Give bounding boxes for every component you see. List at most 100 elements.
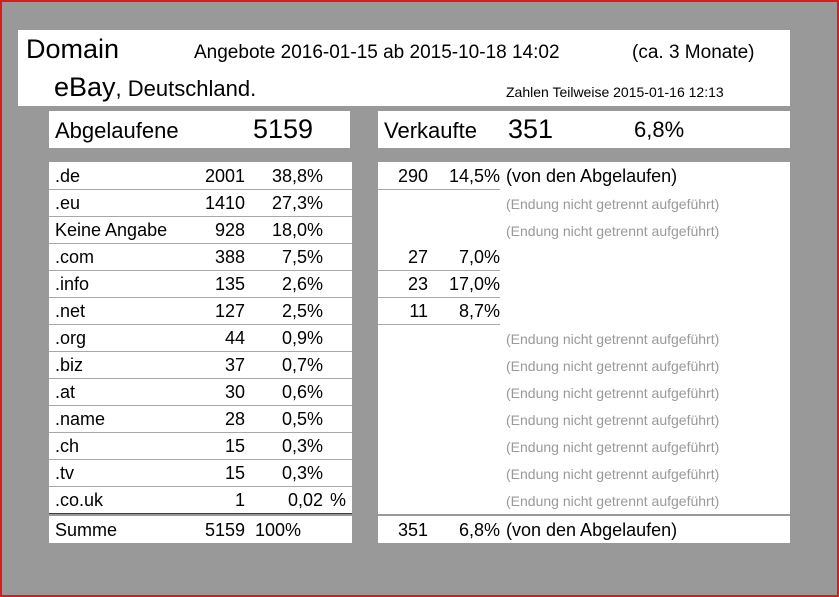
tld-count: 30 bbox=[224, 382, 245, 402]
row-note: (von den Abgelaufen) bbox=[506, 166, 678, 186]
sold-pct: 17,0% bbox=[448, 274, 500, 294]
summe-pct: 100% bbox=[255, 520, 302, 540]
verkaufte-value: 351 bbox=[508, 114, 554, 144]
tld-name: .info bbox=[55, 274, 90, 294]
tld-pct: 2,5% bbox=[281, 301, 323, 321]
sold-count: 290 bbox=[397, 166, 428, 186]
tld-name: .biz bbox=[55, 355, 84, 375]
header-duration: (ca. 3 Monate) bbox=[632, 42, 755, 63]
tld-count: 15 bbox=[224, 436, 245, 456]
abgelaufene-value: 5159 bbox=[253, 114, 314, 144]
tld-count: 1410 bbox=[204, 193, 245, 213]
row-note: (Endung nicht getrennt aufgeführt) bbox=[506, 196, 720, 212]
tld-pct: 0,7% bbox=[281, 355, 323, 375]
verkaufte-label: Verkaufte bbox=[384, 118, 477, 143]
table-row: .tv 15 0,3% bbox=[49, 459, 352, 487]
tld-name: .tv bbox=[55, 463, 75, 483]
header-zahlen: Zahlen Teilweise 2015-01-16 12:13 bbox=[506, 84, 724, 100]
tld-count: 388 bbox=[214, 247, 245, 267]
sold-cell-underline bbox=[378, 243, 500, 271]
table-row: .co.uk 1 0,02% bbox=[49, 486, 352, 514]
table-row: .de 2001 38,8% bbox=[49, 162, 352, 190]
table-row: 27 7,0% bbox=[378, 243, 790, 271]
header-domain: Domain bbox=[26, 34, 120, 64]
table-row: (Endung nicht getrennt aufgeführt) bbox=[378, 216, 790, 243]
tld-count: 127 bbox=[214, 301, 245, 321]
sold-count: 23 bbox=[407, 274, 428, 294]
table-row: (Endung nicht getrennt aufgeführt) bbox=[378, 486, 790, 513]
tld-name: .com bbox=[55, 247, 95, 267]
tld-pct: 0,6% bbox=[281, 382, 323, 402]
table-row: (Endung nicht getrennt aufgeführt) bbox=[378, 459, 790, 486]
summe-sold-pct: 6,8% bbox=[458, 520, 500, 540]
table-row: .com 388 7,5% bbox=[49, 243, 352, 271]
tld-count: 15 bbox=[224, 463, 245, 483]
sold-pct: 7,0% bbox=[458, 247, 500, 267]
abgelaufene-box: Abgelaufene 5159 bbox=[49, 111, 350, 148]
table-row: .net 127 2,5% bbox=[49, 297, 352, 325]
sold-cell-underline bbox=[378, 162, 500, 190]
tld-count: 28 bbox=[224, 409, 245, 429]
verkaufte-table: 290 14,5% (von den Abgelaufen) (Endung nich… bbox=[378, 162, 790, 514]
row-note: (Endung nicht getrennt aufgeführt) bbox=[506, 439, 720, 455]
table-row: (Endung nicht getrennt aufgeführt) bbox=[378, 189, 790, 216]
abgelaufene-label: Abgelaufene bbox=[55, 118, 179, 143]
row-note: (Endung nicht getrennt aufgeführt) bbox=[506, 412, 720, 428]
row-note: (Endung nicht getrennt aufgeführt) bbox=[506, 331, 720, 347]
sold-cell-underline bbox=[378, 270, 500, 298]
summe-label: Summe bbox=[55, 520, 118, 540]
table-row: 290 14,5% (von den Abgelaufen) bbox=[378, 162, 790, 190]
tld-pct: 0,3% bbox=[281, 463, 323, 483]
tld-pct: 38,8% bbox=[271, 166, 323, 186]
table-row: Keine Angabe 928 18,0% bbox=[49, 216, 352, 244]
tld-name: .ch bbox=[55, 436, 80, 456]
tld-pct: 0,9% bbox=[281, 328, 323, 348]
summe-left-row: Summe 5159 100% bbox=[49, 516, 352, 543]
tld-name: .org bbox=[55, 328, 87, 348]
table-row: (Endung nicht getrennt aufgeführt) bbox=[378, 378, 790, 405]
tld-name: .co.uk bbox=[55, 490, 104, 510]
sold-cell-underline bbox=[378, 297, 500, 325]
tld-name: Keine Angabe bbox=[55, 220, 168, 240]
tld-count: 2001 bbox=[204, 166, 245, 186]
abgelaufene-table: .de 2001 38,8% .eu 1410 27,3% Keine Angabe 928 1… bbox=[49, 162, 352, 514]
sold-pct: 8,7% bbox=[458, 301, 500, 321]
verkaufte-pct: 6,8% bbox=[634, 117, 685, 142]
summe-count: 5159 bbox=[204, 520, 245, 540]
table-row: .name 28 0,5% bbox=[49, 405, 352, 433]
sold-count: 27 bbox=[407, 247, 428, 267]
tld-pct: 2,6% bbox=[281, 274, 323, 294]
tld-name: .de bbox=[55, 166, 81, 186]
platform-country: , Deutschland. bbox=[115, 76, 257, 101]
tld-count: 928 bbox=[214, 220, 245, 240]
tld-pct-suffix: % bbox=[329, 490, 346, 510]
tld-pct: 0,5% bbox=[281, 409, 323, 429]
tld-count: 44 bbox=[224, 328, 245, 348]
tld-name: .at bbox=[55, 382, 76, 402]
tld-name: .net bbox=[55, 301, 86, 321]
header-angebote: Angebote 2016-01-15 ab 2015-10-18 14:02 bbox=[194, 42, 560, 63]
table-row: (Endung nicht getrennt aufgeführt) bbox=[378, 405, 790, 432]
table-row: (Endung nicht getrennt aufgeführt) bbox=[378, 324, 790, 351]
row-note: (Endung nicht getrennt aufgeführt) bbox=[506, 466, 720, 482]
summe-right-row: 351 6,8% (von den Abgelaufen) bbox=[378, 516, 790, 543]
tld-pct: 0,02 bbox=[287, 490, 323, 510]
table-row: 23 17,0% bbox=[378, 270, 790, 298]
tld-pct: 18,0% bbox=[271, 220, 323, 240]
table-row: 11 8,7% bbox=[378, 297, 790, 325]
row-note: (Endung nicht getrennt aufgeführt) bbox=[506, 493, 720, 509]
tld-name: .name bbox=[55, 409, 106, 429]
table-row: .info 135 2,6% bbox=[49, 270, 352, 298]
tld-name: .eu bbox=[55, 193, 81, 213]
header-box: Domain Angebote 2016-01-15 ab 2015-10-18… bbox=[18, 30, 790, 106]
table-row: .biz 37 0,7% bbox=[49, 351, 352, 379]
sold-pct: 14,5% bbox=[448, 166, 500, 186]
table-row: .ch 15 0,3% bbox=[49, 432, 352, 460]
tld-count: 135 bbox=[214, 274, 245, 294]
tld-count: 1 bbox=[234, 490, 245, 510]
summe-note: (von den Abgelaufen) bbox=[506, 520, 678, 540]
tld-count: 37 bbox=[224, 355, 245, 375]
platform-name: eBay bbox=[54, 72, 116, 102]
tld-pct: 7,5% bbox=[281, 247, 323, 267]
